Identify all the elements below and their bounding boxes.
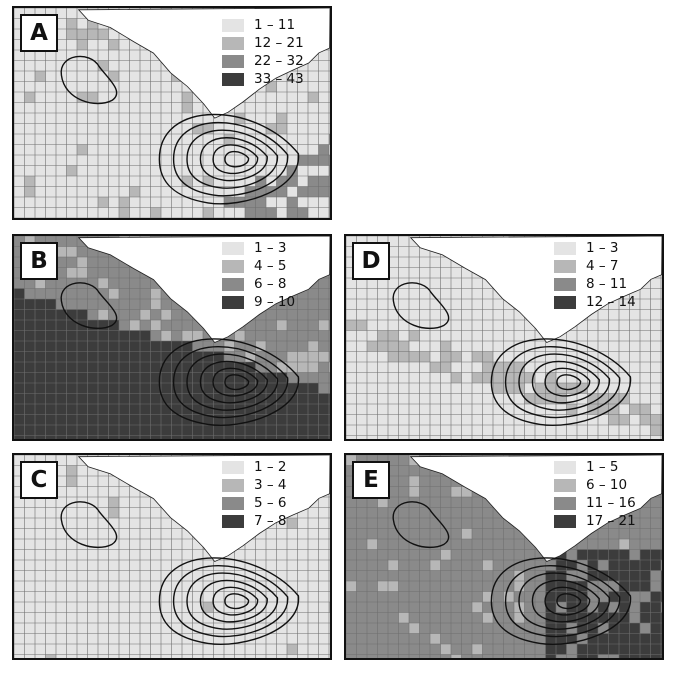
panel-label: A	[20, 14, 58, 52]
map-panel-c: C 1 – 2 3 – 4 5 – 6 7 – 8	[12, 453, 332, 660]
legend-swatch	[222, 515, 244, 528]
legend-label: 17 – 21	[586, 513, 636, 529]
legend-label: 1 – 5	[586, 459, 619, 475]
legend-label: 22 – 32	[254, 53, 304, 69]
legend-label: 11 – 16	[586, 495, 636, 511]
legend-label: 1 – 3	[254, 240, 287, 256]
panel-label: B	[20, 242, 58, 280]
legend-swatch	[222, 55, 244, 68]
legend-label: 1 – 2	[254, 459, 287, 475]
legend-label: 6 – 10	[586, 477, 628, 493]
legend-swatch	[222, 37, 244, 50]
legend-swatch	[554, 497, 576, 510]
legend-swatch	[554, 260, 576, 273]
legend-label: 12 – 21	[254, 35, 304, 51]
legend-swatch	[222, 497, 244, 510]
legend-label: 7 – 8	[254, 513, 287, 529]
panel-label: C	[20, 461, 58, 499]
legend-swatch	[222, 461, 244, 474]
legend-label: 8 – 11	[586, 276, 628, 292]
legend-swatch	[554, 278, 576, 291]
legend-label: 12 – 14	[586, 294, 636, 310]
map-canvas	[346, 236, 662, 439]
legend-swatch	[554, 479, 576, 492]
legend-swatch	[222, 296, 244, 309]
legend-swatch	[222, 278, 244, 291]
legend-label: 4 – 7	[586, 258, 619, 274]
map-panel-b: B 1 – 3 4 – 5 6 – 8 9 – 10	[12, 234, 332, 441]
legend-swatch	[222, 260, 244, 273]
legend-swatch	[222, 242, 244, 255]
legend-label: 5 – 6	[254, 495, 287, 511]
panel-label: E	[352, 461, 390, 499]
map-panel-a: A 1 – 11 12 – 21 22 – 32 33 – 43	[12, 6, 332, 220]
map-canvas	[14, 455, 330, 658]
legend-swatch	[222, 479, 244, 492]
legend-label: 6 – 8	[254, 276, 287, 292]
panel-label: D	[352, 242, 390, 280]
legend-label: 1 – 3	[586, 240, 619, 256]
legend-label: 9 – 10	[254, 294, 296, 310]
map-canvas	[346, 455, 662, 658]
legend-swatch	[554, 296, 576, 309]
legend-swatch	[554, 461, 576, 474]
legend-swatch	[222, 73, 244, 86]
legend-label: 33 – 43	[254, 71, 304, 87]
map-panel-e: E 1 – 5 6 – 10 11 – 16 17 – 21	[344, 453, 664, 660]
map-canvas	[14, 236, 330, 439]
legend-swatch	[554, 242, 576, 255]
legend-swatch	[554, 515, 576, 528]
legend-label: 1 – 11	[254, 17, 296, 33]
map-canvas	[14, 8, 330, 218]
map-panel-d: D 1 – 3 4 – 7 8 – 11 12 – 14	[344, 234, 664, 441]
legend-swatch	[222, 19, 244, 32]
legend-label: 3 – 4	[254, 477, 287, 493]
legend-label: 4 – 5	[254, 258, 287, 274]
